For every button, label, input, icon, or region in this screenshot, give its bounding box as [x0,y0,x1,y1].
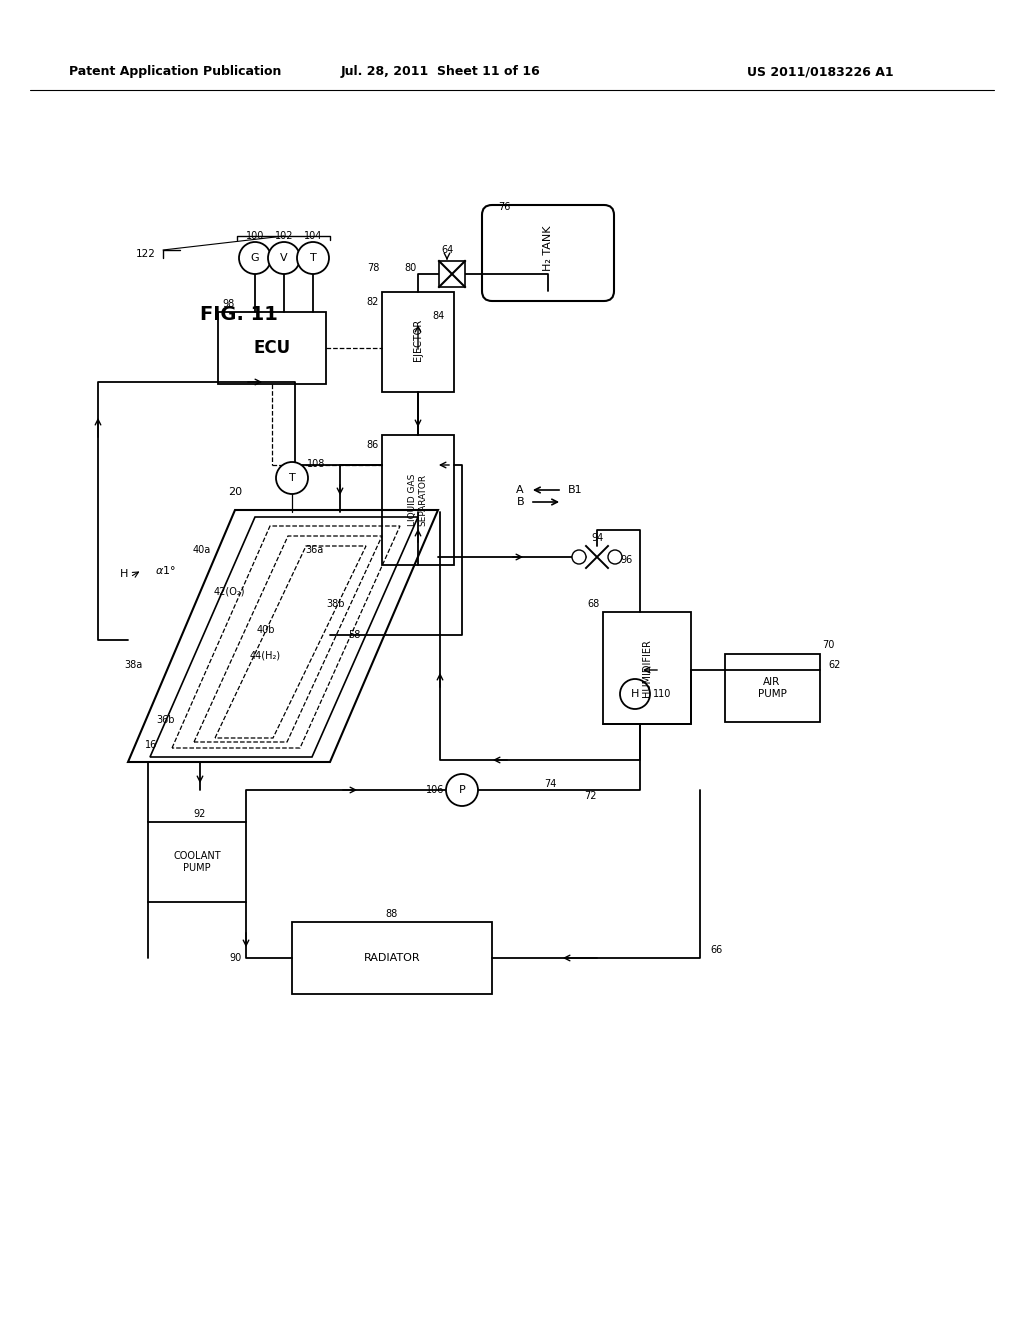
Text: EJECTOR: EJECTOR [413,319,423,362]
Text: AIR
PUMP: AIR PUMP [758,677,786,698]
Text: 70: 70 [822,640,835,649]
Text: FIG. 11: FIG. 11 [200,305,278,325]
Text: 40a: 40a [193,545,211,554]
Circle shape [268,242,300,275]
Bar [382,436,454,565]
Text: 66: 66 [710,945,722,954]
Text: G: G [251,253,259,263]
Circle shape [297,242,329,275]
Text: US 2011/0183226 A1: US 2011/0183226 A1 [746,66,893,78]
Text: 88: 88 [386,909,398,919]
FancyBboxPatch shape [482,205,614,301]
Text: B: B [516,498,524,507]
Circle shape [446,774,478,807]
Text: Patent Application Publication: Patent Application Publication [69,66,282,78]
Text: 36a: 36a [305,545,324,554]
Text: 36b: 36b [157,715,175,725]
Text: H: H [631,689,639,700]
Text: A: A [516,484,524,495]
Circle shape [620,678,650,709]
Text: LIQUID GAS
SEPARATOR: LIQUID GAS SEPARATOR [409,474,428,527]
Text: 92: 92 [194,809,206,818]
Text: 84: 84 [432,312,444,321]
Circle shape [608,550,622,564]
Text: 106: 106 [426,785,444,795]
Text: 44(H₂): 44(H₂) [250,649,282,660]
Text: 86: 86 [367,440,379,450]
Circle shape [572,550,586,564]
Text: 58: 58 [348,630,360,640]
Text: ECU: ECU [253,339,291,356]
Bar [148,822,246,902]
Text: RADIATOR: RADIATOR [364,953,420,964]
Text: 104: 104 [304,231,323,242]
Text: H₂ TANK: H₂ TANK [543,226,553,271]
Text: 108: 108 [307,459,326,469]
Text: 38a: 38a [125,660,143,671]
Text: 64: 64 [441,246,454,255]
Text: 80: 80 [404,263,416,273]
Text: 90: 90 [229,953,242,964]
Text: 62: 62 [828,660,841,671]
Bar [382,292,454,392]
Text: 68: 68 [588,599,600,609]
Text: 20: 20 [228,487,242,498]
Text: H: H [120,569,128,579]
Text: 96: 96 [620,554,632,565]
Text: 40b: 40b [257,624,275,635]
Text: P: P [459,785,465,795]
Text: 100: 100 [246,231,264,242]
Text: COOLANT
PUMP: COOLANT PUMP [173,851,221,873]
Text: T: T [289,473,295,483]
Text: B1: B1 [568,484,583,495]
Text: V: V [281,253,288,263]
Text: 94: 94 [591,533,603,543]
Text: 82: 82 [367,297,379,308]
Bar [603,612,691,723]
Text: 122: 122 [136,249,156,259]
Text: 78: 78 [368,263,380,273]
Text: 110: 110 [653,689,672,700]
Text: 72: 72 [584,791,596,801]
Circle shape [239,242,271,275]
Bar [218,312,326,384]
Text: 38b: 38b [326,599,344,609]
Text: 16: 16 [144,741,157,750]
Text: 74: 74 [544,779,556,789]
Text: 76: 76 [498,202,510,213]
Bar [725,653,820,722]
Bar [292,921,492,994]
Circle shape [276,462,308,494]
Bar [439,261,465,286]
Text: HUMIDIFIER: HUMIDIFIER [642,639,652,697]
Text: 42(O₂): 42(O₂) [214,587,246,597]
Text: 98: 98 [222,300,234,309]
Text: $\alpha 1\degree$: $\alpha 1\degree$ [155,564,176,576]
Text: 102: 102 [274,231,293,242]
Text: T: T [309,253,316,263]
Text: Jul. 28, 2011  Sheet 11 of 16: Jul. 28, 2011 Sheet 11 of 16 [340,66,540,78]
